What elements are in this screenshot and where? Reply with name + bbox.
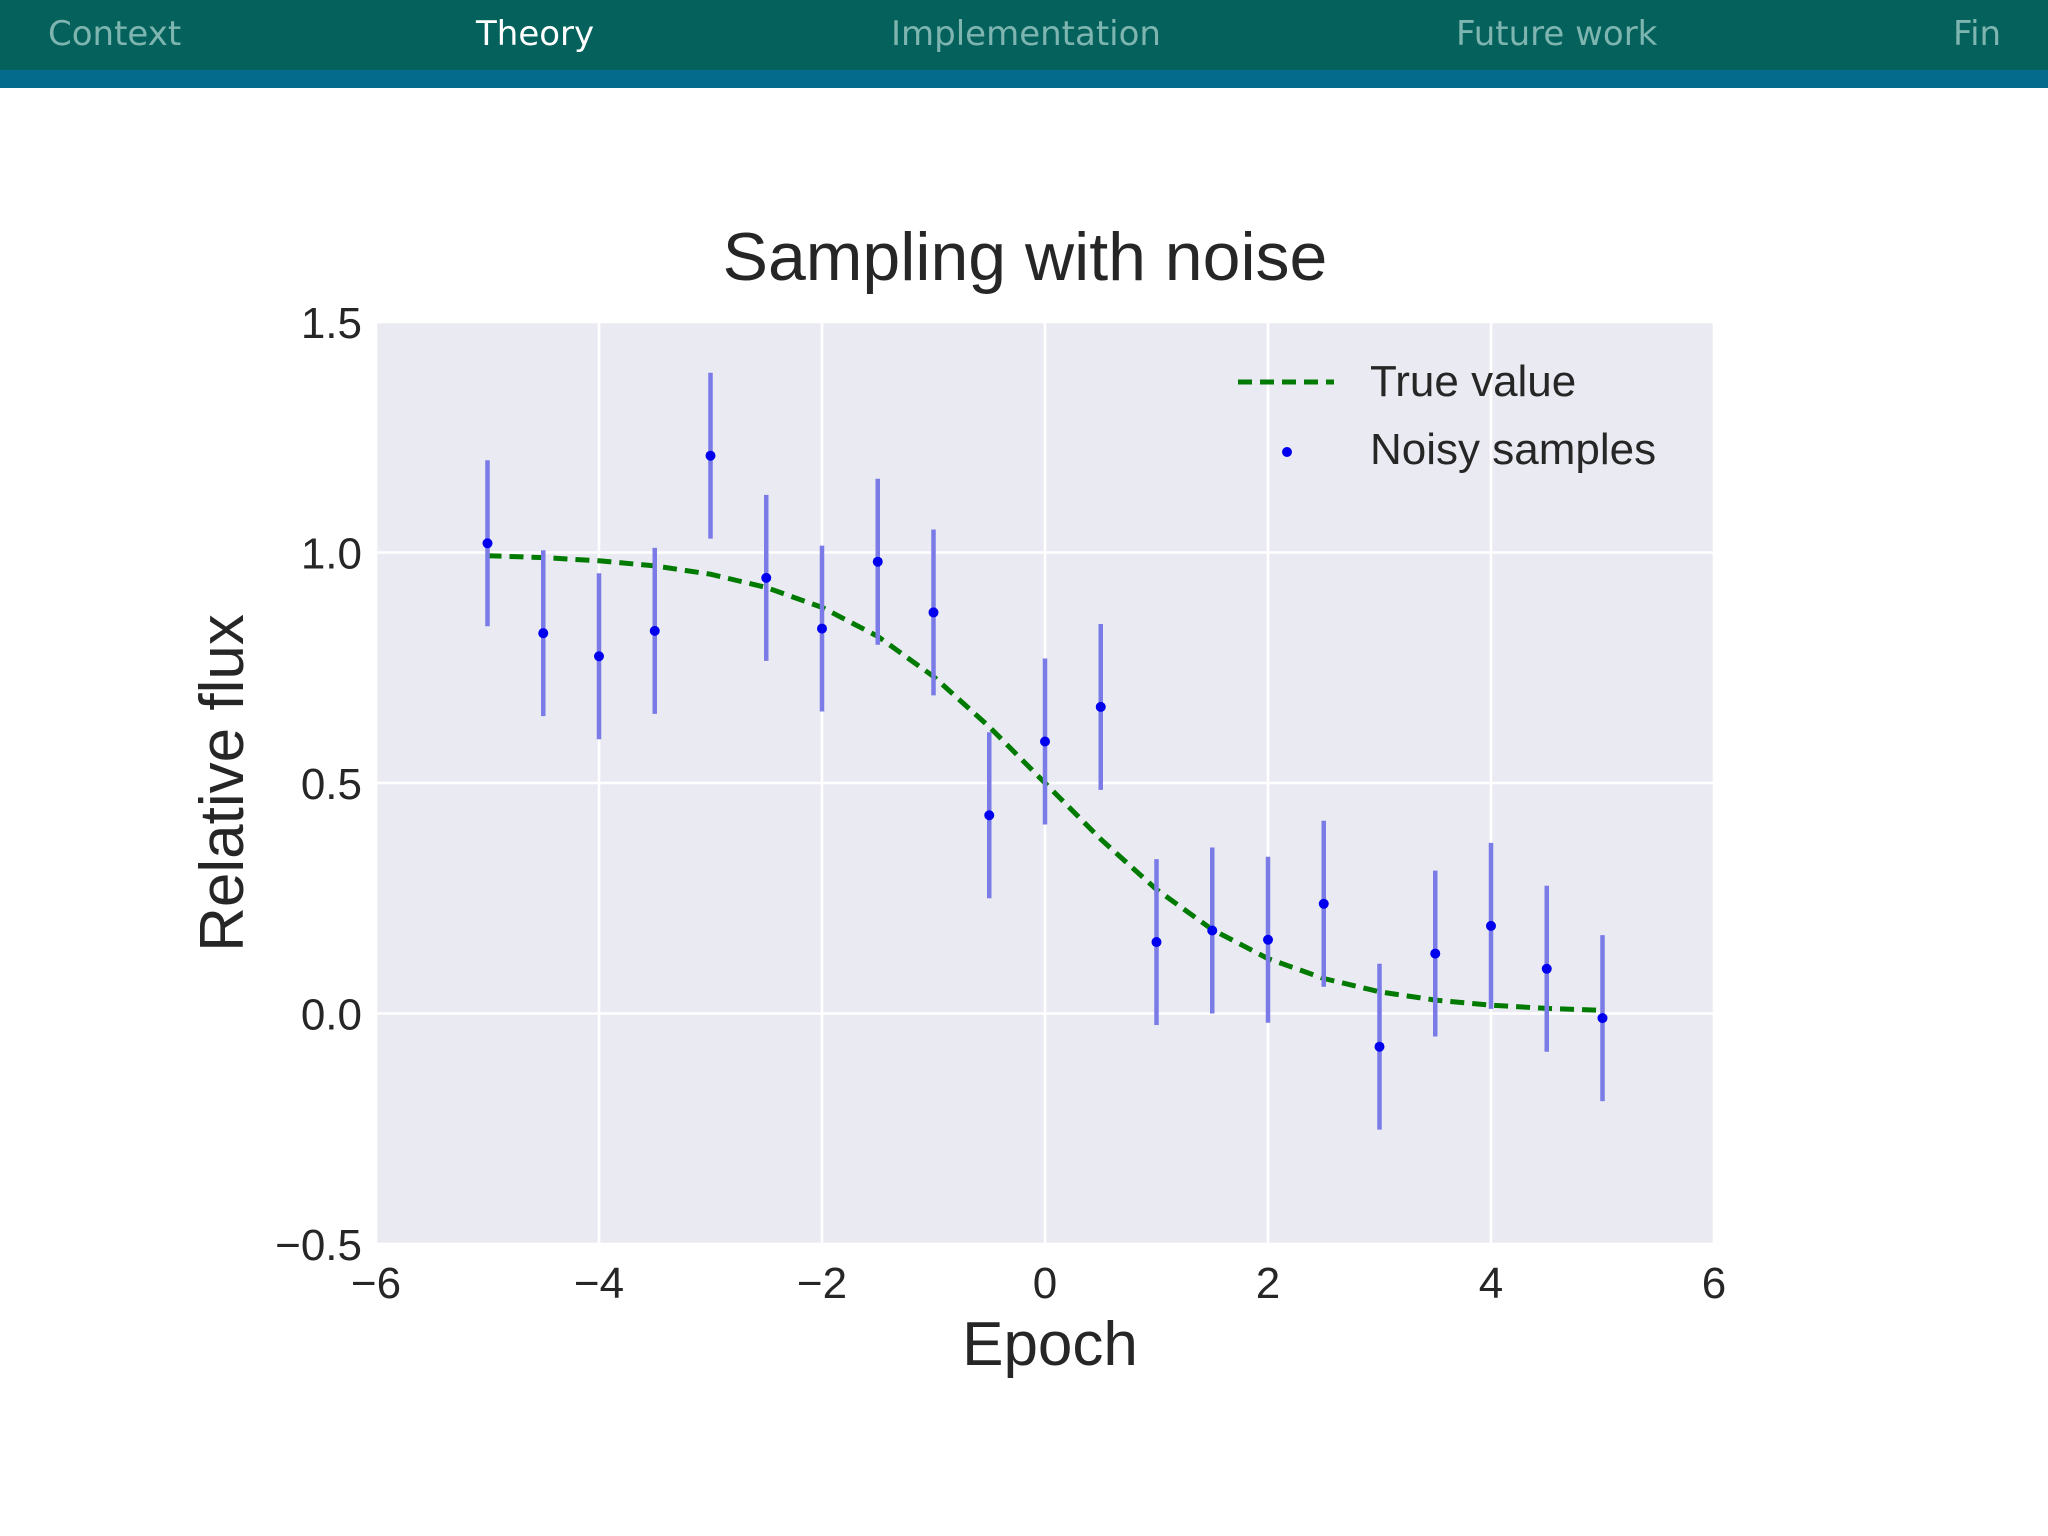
- data-point: [928, 607, 939, 618]
- x-tick-label: 2: [1256, 1259, 1280, 1308]
- axis-ticks: −6 −4 −2 0 2 4 6 −0.5 0.0 0.5 1.0 1.5: [275, 299, 1726, 1308]
- data-point: [872, 556, 883, 567]
- data-point: [594, 651, 604, 662]
- data-point: [1263, 934, 1273, 945]
- y-tick-label: 0.0: [301, 991, 362, 1040]
- data-point: [817, 623, 827, 634]
- y-tick-label: 1.5: [301, 299, 362, 348]
- data-point: [1040, 736, 1050, 747]
- nav-item-fin[interactable]: Fin: [1953, 14, 2002, 54]
- data-point: [1374, 1041, 1385, 1052]
- navigation-progress-strip: [0, 70, 2048, 88]
- data-point: [649, 625, 660, 636]
- nav-item-context[interactable]: Context: [48, 14, 182, 54]
- data-point: [1318, 898, 1329, 909]
- nav-item-implementation[interactable]: Implementation: [891, 14, 1161, 54]
- chart-title: Sampling with noise: [723, 219, 1328, 295]
- legend: True value Noisy samples: [1238, 357, 1656, 474]
- legend-true-value-label: True value: [1370, 357, 1576, 406]
- data-point: [705, 450, 716, 461]
- data-point: [761, 572, 772, 583]
- data-point: [984, 810, 995, 821]
- y-axis-label: Relative flux: [188, 614, 257, 952]
- y-tick-label: 0.5: [301, 760, 362, 809]
- x-tick-label: 0: [1033, 1259, 1057, 1308]
- legend-noisy-samples-marker: [1282, 447, 1292, 457]
- x-tick-label: 4: [1479, 1259, 1503, 1308]
- navigation-bar: Context Theory Implementation Future wor…: [0, 0, 2048, 70]
- x-tick-label: 6: [1702, 1259, 1726, 1308]
- data-point: [482, 538, 493, 549]
- nav-item-theory[interactable]: Theory: [476, 14, 595, 54]
- x-axis-label: Epoch: [962, 1310, 1138, 1379]
- data-point: [1430, 948, 1441, 959]
- data-point: [1151, 937, 1162, 948]
- x-tick-label: −4: [574, 1259, 624, 1308]
- y-tick-label: 1.0: [301, 530, 362, 579]
- data-point: [1486, 920, 1496, 931]
- data-point: [1095, 701, 1106, 712]
- nav-item-future-work[interactable]: Future work: [1456, 14, 1658, 54]
- x-tick-label: −6: [351, 1259, 401, 1308]
- x-tick-label: −2: [797, 1259, 847, 1308]
- data-point: [1541, 963, 1552, 974]
- y-tick-label: −0.5: [275, 1221, 362, 1270]
- legend-noisy-samples-label: Noisy samples: [1370, 425, 1656, 474]
- noisy-samples-series: [482, 372, 1608, 1130]
- data-point: [1597, 1013, 1608, 1024]
- data-point: [1207, 925, 1218, 936]
- data-point: [538, 628, 549, 639]
